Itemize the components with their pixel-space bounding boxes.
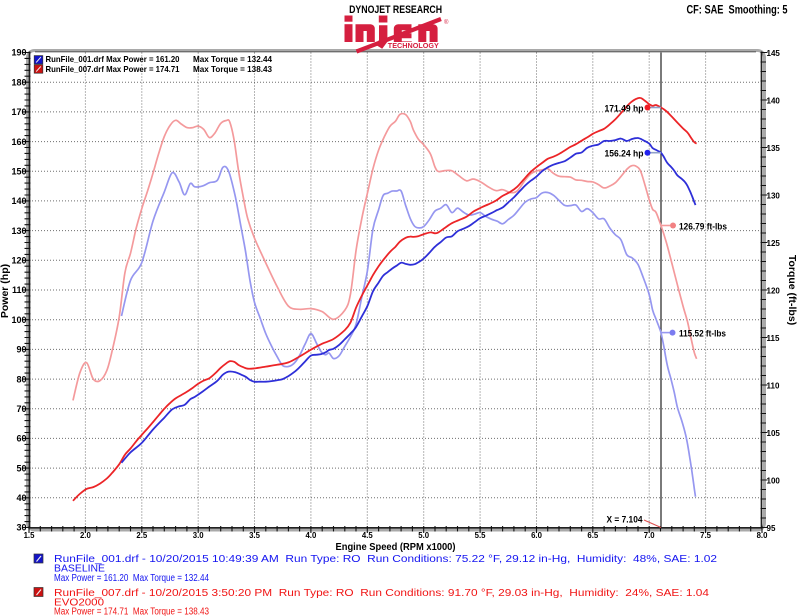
svg-text:RunFile_007.drf - 10/20/2015 3: RunFile_007.drf - 10/20/2015 3:50:20 PM … [54,588,710,599]
svg-text:Max Power = 174.71 Max Torque: Max Power = 174.71 Max Torque = 138.43 [54,606,209,616]
svg-text:120: 120 [11,256,26,266]
svg-text:115: 115 [767,334,780,343]
svg-text:®: ® [444,19,449,26]
svg-text:Max Torque = 138.43: Max Torque = 138.43 [193,64,272,74]
svg-text:Torque (ft-lbs): Torque (ft-lbs) [786,255,798,325]
svg-text:6.5: 6.5 [587,531,599,540]
svg-text:6.0: 6.0 [531,531,543,540]
svg-text:8.0: 8.0 [757,531,769,540]
svg-text:140: 140 [767,96,781,105]
svg-text:145: 145 [767,49,781,58]
svg-text:126.79 ft-lbs: 126.79 ft-lbs [679,221,727,232]
svg-text:190: 190 [11,48,26,58]
svg-text:100: 100 [11,315,26,325]
svg-text:EVO2000: EVO2000 [54,597,104,608]
svg-text:5.5: 5.5 [475,531,487,540]
svg-text:Engine Speed (RPM x1000): Engine Speed (RPM x1000) [336,541,456,553]
svg-text:171.49 hp: 171.49 hp [605,103,644,114]
svg-text:125: 125 [767,239,781,248]
svg-text:180: 180 [11,77,26,87]
svg-text:90: 90 [16,345,26,355]
svg-text:100: 100 [767,476,781,485]
svg-text:Max Torque = 132.44: Max Torque = 132.44 [193,54,272,64]
svg-text:X = 7.104: X = 7.104 [607,515,644,526]
svg-text:TECHNOLOGY: TECHNOLOGY [388,41,439,50]
svg-text:120: 120 [767,286,781,295]
svg-text:170: 170 [11,107,26,117]
svg-text:RunFile_001.drf Max Power = 16: RunFile_001.drf Max Power = 161.20 [46,54,180,64]
svg-text:150: 150 [11,166,26,176]
svg-text:130: 130 [767,191,781,200]
svg-text:110: 110 [767,381,780,390]
svg-text:60: 60 [16,434,26,444]
svg-text:115.52 ft-lbs: 115.52 ft-lbs [679,328,726,339]
svg-text:110: 110 [12,285,27,295]
svg-text:Power (hp): Power (hp) [0,264,11,318]
svg-text:105: 105 [767,429,781,438]
svg-text:70: 70 [16,404,26,414]
svg-text:2.0: 2.0 [80,531,92,540]
svg-text:30: 30 [16,523,26,533]
svg-text:DYNOJET RESEARCH: DYNOJET RESEARCH [349,4,442,16]
svg-text:1.5: 1.5 [24,531,36,540]
svg-text:3.5: 3.5 [249,531,261,540]
svg-text:135: 135 [767,144,781,153]
svg-text:140: 140 [11,196,26,206]
svg-text:80: 80 [16,374,26,384]
svg-text:156.24 hp: 156.24 hp [605,149,644,160]
svg-text:130: 130 [11,226,26,236]
svg-text:95: 95 [767,524,776,533]
svg-text:7.5: 7.5 [700,531,712,540]
svg-text:RunFile_001.drf - 10/20/2015 1: RunFile_001.drf - 10/20/2015 10:49:39 AM… [54,554,718,565]
svg-text:BASELINE: BASELINE [54,564,105,575]
svg-text:4.5: 4.5 [362,531,374,540]
svg-text:CF: SAE Smoothing: 5: CF: SAE Smoothing: 5 [687,4,788,16]
svg-text:4.0: 4.0 [305,531,317,540]
svg-text:50: 50 [16,463,26,473]
svg-text:2.5: 2.5 [136,531,148,540]
svg-text:Max Power = 161.20 Max Torque: Max Power = 161.20 Max Torque = 132.44 [54,573,209,584]
svg-text:160: 160 [11,137,26,147]
svg-text:RunFile_007.drf Max Power = 17: RunFile_007.drf Max Power = 174.71 [46,64,180,74]
svg-text:3.0: 3.0 [193,531,205,540]
svg-text:40: 40 [16,493,26,503]
svg-text:5.0: 5.0 [418,531,430,540]
svg-text:7.0: 7.0 [644,531,656,540]
